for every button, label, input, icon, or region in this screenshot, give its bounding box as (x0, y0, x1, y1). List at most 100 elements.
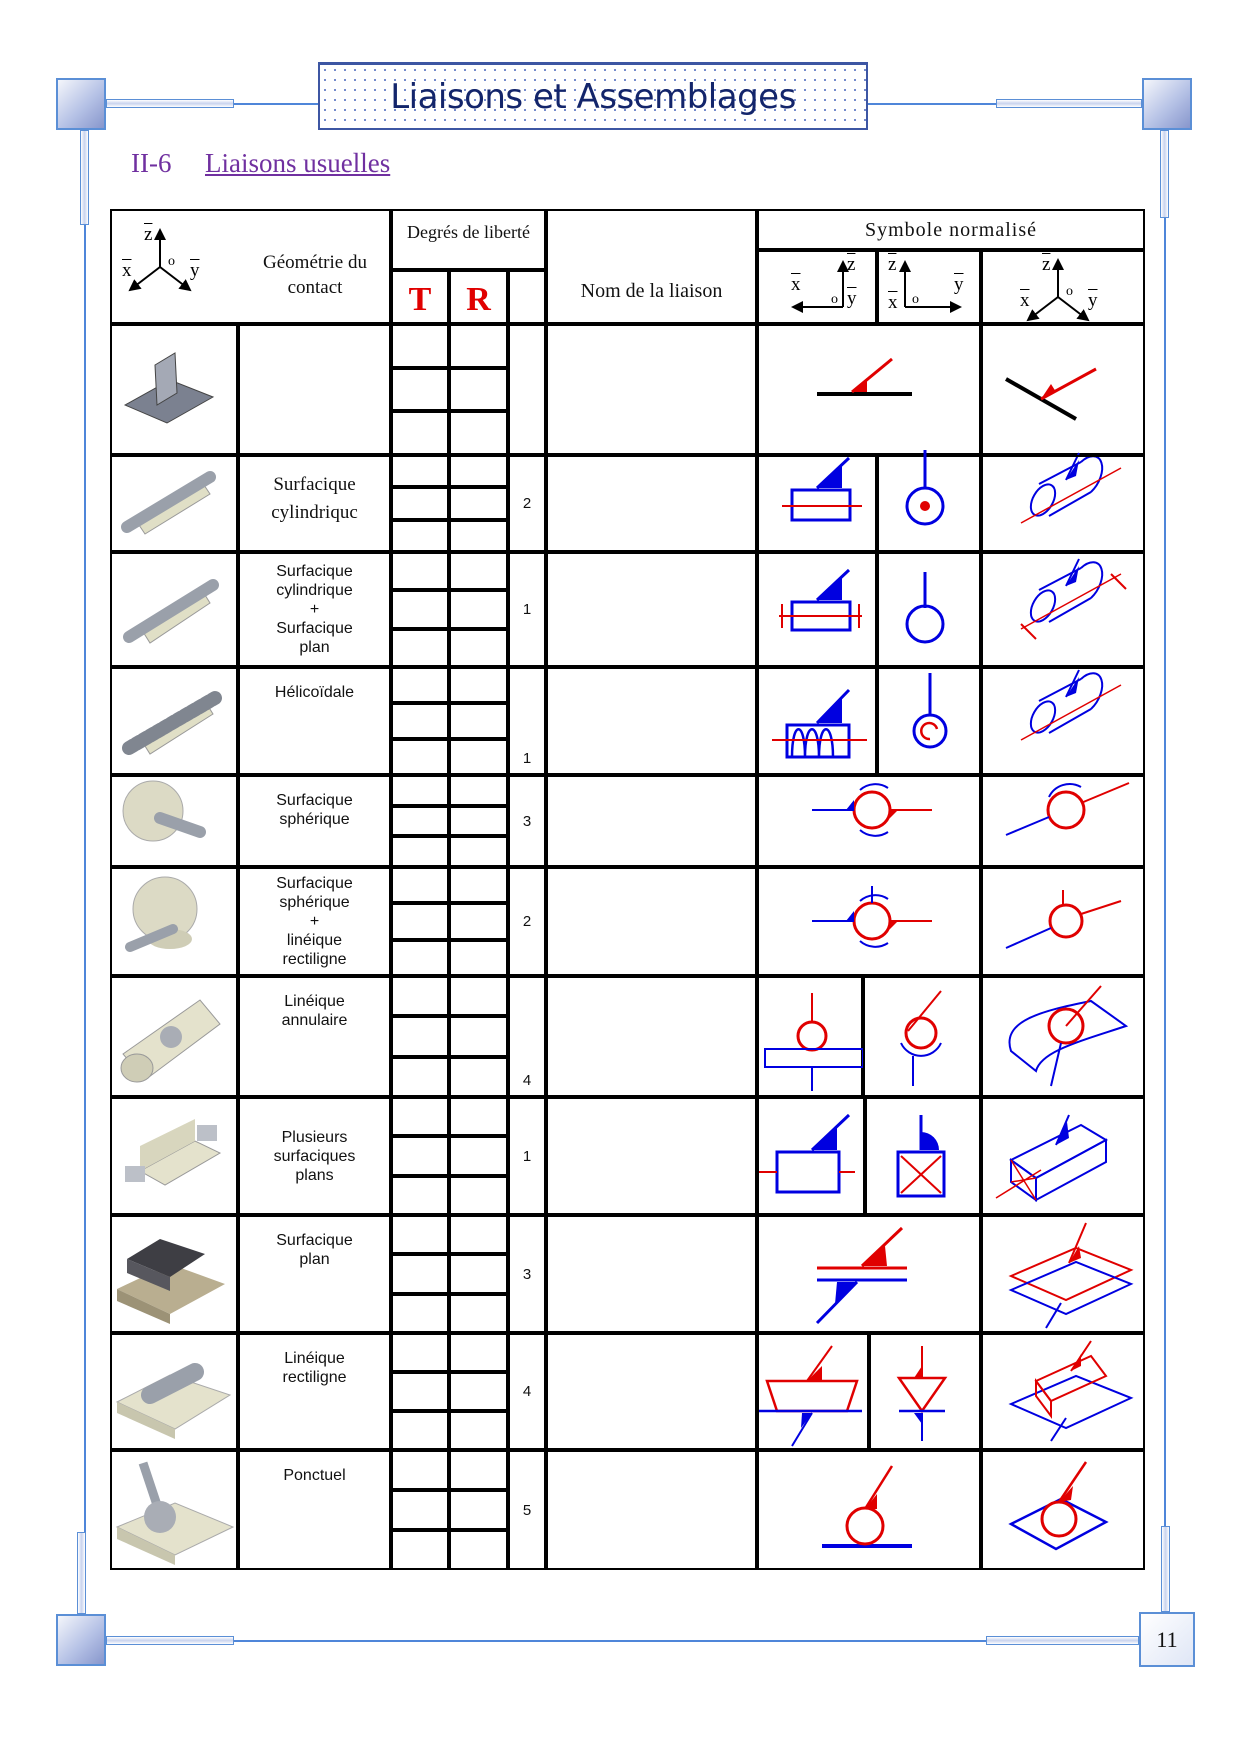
dof-t-input[interactable] (391, 1097, 449, 1136)
dof-t-input[interactable] (391, 520, 449, 552)
dof-total-cell (508, 1333, 546, 1450)
dof-r-input[interactable] (449, 552, 508, 590)
dof-r-input[interactable] (449, 520, 508, 552)
dof-r-input[interactable] (449, 455, 508, 487)
dof-t-input[interactable] (391, 1057, 449, 1097)
liaison-name-input[interactable] (546, 1450, 757, 1570)
liaison-name-input[interactable] (546, 324, 757, 455)
pivot-symbol-xz-icon (757, 554, 877, 666)
dof-r-input[interactable] (449, 1215, 508, 1254)
row-contact-cell (238, 667, 391, 775)
contact-geometry-label: Ponctuel (238, 1456, 391, 1564)
dof-r-input[interactable] (449, 1254, 508, 1294)
dof-t-input[interactable] (391, 487, 449, 520)
dof-r-input[interactable] (449, 411, 508, 455)
dof-t-input[interactable] (391, 976, 449, 1016)
symbol-plane-xz-cell (757, 1333, 869, 1450)
dof-r-input[interactable] (449, 1136, 508, 1176)
pivot-symbol-xy-icon (877, 554, 981, 666)
dof-r-input[interactable] (449, 667, 508, 703)
dof-t-input[interactable] (391, 1294, 449, 1333)
dof-total: 2 (522, 913, 532, 930)
dof-r-input[interactable] (449, 940, 508, 976)
dof-r-input[interactable] (449, 867, 508, 903)
dof-r-input[interactable] (449, 1176, 508, 1215)
dof-t-input[interactable] (391, 455, 449, 487)
liaison-name-input[interactable] (546, 976, 757, 1097)
liaison-name-input[interactable] (546, 775, 757, 867)
symbol-plane-xz-cell (757, 552, 877, 667)
liaison-name-input[interactable] (546, 455, 757, 552)
dof-t-input[interactable] (391, 703, 449, 739)
dof-t-input[interactable] (391, 324, 449, 368)
spherical-finger-symbol-iso-icon (981, 866, 1145, 978)
dof-r-input[interactable] (449, 1333, 508, 1372)
dof-r-input[interactable] (449, 1057, 508, 1097)
liaison-name-input[interactable] (546, 667, 757, 775)
dof-r-input[interactable] (449, 629, 508, 667)
dof-t-input[interactable] (391, 368, 449, 411)
cylindrical-pivot-sliding-symbol-xz-icon (757, 448, 877, 560)
dof-r-input[interactable] (449, 1016, 508, 1057)
dof-r-input[interactable] (449, 590, 508, 629)
dof-t-input[interactable] (391, 836, 449, 867)
contact-geometry-label: Linéique rectiligne (238, 1339, 391, 1444)
dof-t-input[interactable] (391, 806, 449, 836)
dof-t-input[interactable] (391, 1333, 449, 1372)
dof-total-cell (508, 1215, 546, 1333)
liaison-name-input[interactable] (546, 1333, 757, 1450)
contact-geometry-line: linéique (286, 932, 343, 949)
dof-t-input[interactable] (391, 1136, 449, 1176)
dof-t-input[interactable] (391, 1450, 449, 1490)
dof-r-input[interactable] (449, 1372, 508, 1411)
dof-t-input[interactable] (391, 940, 449, 976)
dof-r-input[interactable] (449, 976, 508, 1016)
dof-t-input[interactable] (391, 411, 449, 455)
dof-r-input[interactable] (449, 739, 508, 775)
dof-r-input[interactable] (449, 1450, 508, 1490)
dof-t-input[interactable] (391, 1372, 449, 1411)
dof-t-input[interactable] (391, 1490, 449, 1530)
dof-r-input[interactable] (449, 806, 508, 836)
dof-r-input[interactable] (449, 836, 508, 867)
dof-t-input[interactable] (391, 867, 449, 903)
dof-r-input[interactable] (449, 324, 508, 368)
liaison-name-input[interactable] (546, 1215, 757, 1333)
liaison-name-input[interactable] (546, 867, 757, 976)
dof-t-input[interactable] (391, 1215, 449, 1254)
axes-triad-xy (880, 252, 970, 327)
row-image-cell (110, 455, 238, 552)
dof-r-input[interactable] (449, 1097, 508, 1136)
dof-t-input[interactable] (391, 739, 449, 775)
row-contact-cell (238, 867, 391, 976)
dof-r-input[interactable] (449, 775, 508, 806)
axis-label-o: o (912, 292, 919, 307)
dof-t-input[interactable] (391, 903, 449, 940)
liaison-name-input[interactable] (546, 552, 757, 667)
symbol-plane-xz-cell (757, 976, 863, 1097)
dof-t-input[interactable] (391, 1016, 449, 1057)
symbol-plane-cell (757, 324, 981, 455)
dof-r-input[interactable] (449, 1411, 508, 1450)
dof-t-input[interactable] (391, 1254, 449, 1294)
dof-t-input[interactable] (391, 629, 449, 667)
dof-r-input[interactable] (449, 1490, 508, 1530)
helical-symbol-iso-icon (981, 665, 1145, 777)
dof-t-input[interactable] (391, 1411, 449, 1450)
dof-r-input[interactable] (449, 903, 508, 940)
symbol-iso-cell (981, 775, 1145, 867)
dof-r-input[interactable] (449, 368, 508, 411)
dof-r-input[interactable] (449, 1530, 508, 1570)
dof-t-input[interactable] (391, 1176, 449, 1215)
liaison-name-input[interactable] (546, 1097, 757, 1215)
dof-r-input[interactable] (449, 703, 508, 739)
dof-r-input[interactable] (449, 487, 508, 520)
contact-geometry-line: sphérique (279, 811, 350, 828)
dof-t-input[interactable] (391, 552, 449, 590)
dof-t-input[interactable] (391, 775, 449, 806)
spherical-symbol-plane-icon (757, 765, 981, 877)
dof-t-input[interactable] (391, 590, 449, 629)
dof-t-input[interactable] (391, 1530, 449, 1570)
dof-r-input[interactable] (449, 1294, 508, 1333)
dof-t-input[interactable] (391, 667, 449, 703)
